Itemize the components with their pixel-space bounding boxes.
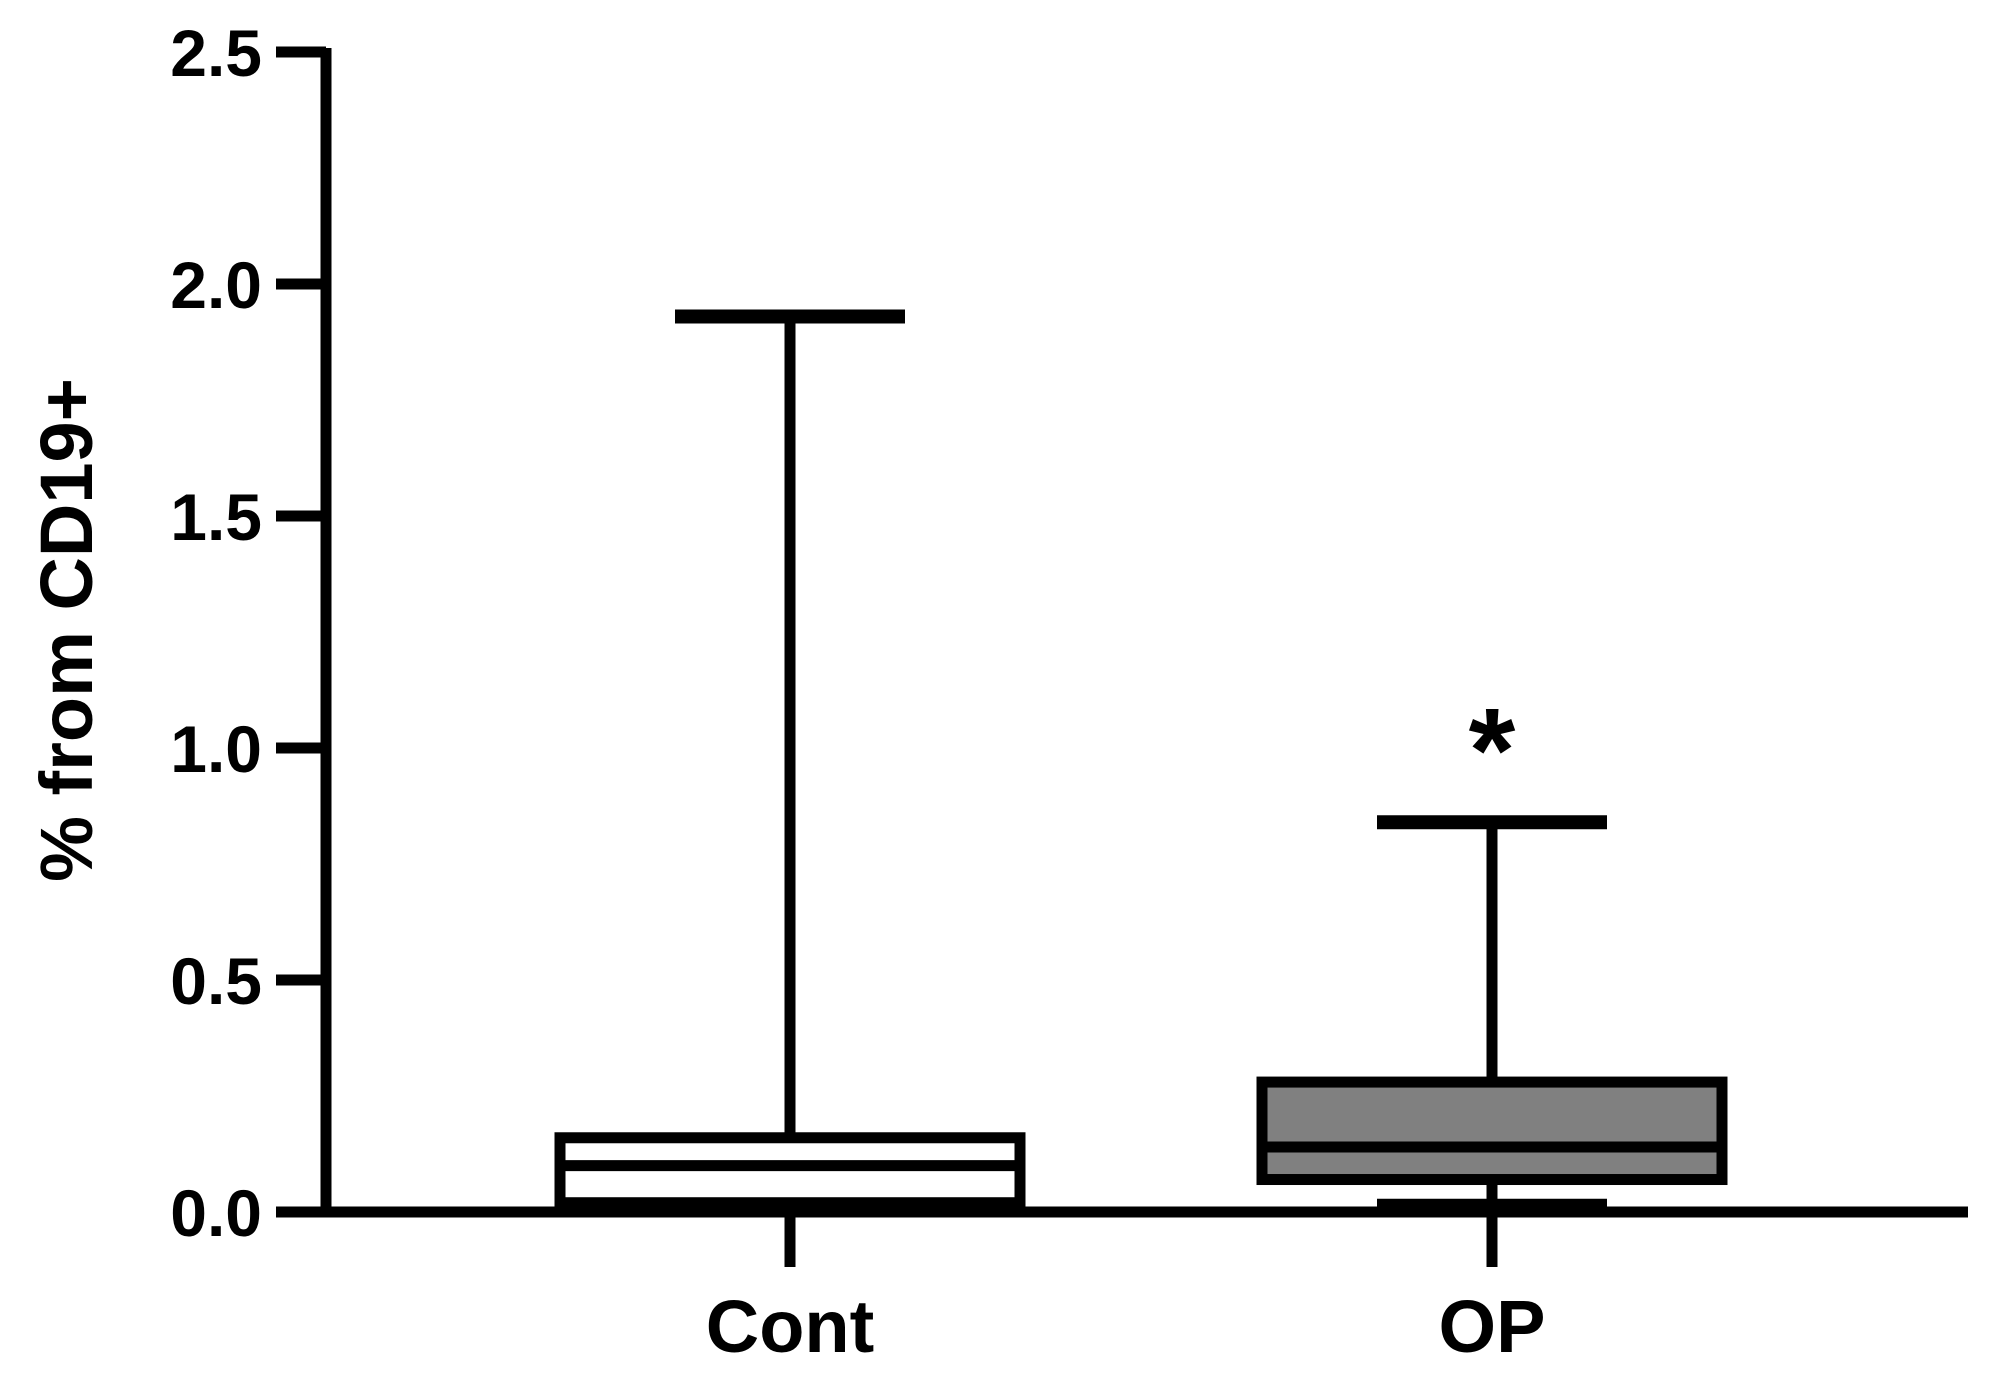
x-tick-label: OP [1439, 1285, 1546, 1368]
y-tick-label: 1.5 [170, 480, 262, 554]
y-tick-label: 1.0 [170, 712, 262, 786]
y-tick-label: 2.5 [170, 16, 262, 90]
box-op [1256, 815, 1728, 1207]
y-tick-label: 0.0 [170, 1176, 262, 1250]
y-axis-title: % from CD19+ [25, 378, 108, 882]
y-tick-label: 0.5 [170, 944, 262, 1018]
x-tick-label: Cont [706, 1285, 875, 1368]
axes [276, 46, 1968, 1267]
y-tick-label: 2.0 [170, 248, 262, 322]
boxes [554, 309, 1728, 1216]
box-body [1256, 1076, 1728, 1186]
significance-asterisk: * [1469, 684, 1516, 818]
box-cont [554, 309, 1026, 1216]
labels: 0.0 0.5 1.0 1.5 2.0 2.5 Cont OP % from CD19+ * [25, 16, 1545, 1368]
